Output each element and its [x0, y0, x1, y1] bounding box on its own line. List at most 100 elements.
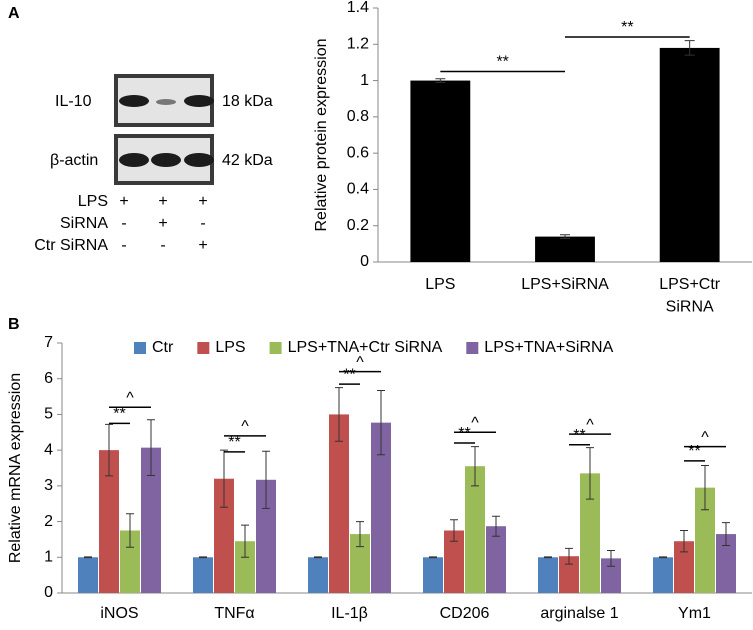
treatment-sign: + [119, 193, 128, 210]
x-tick-label: iNOS [100, 605, 138, 622]
significance-label: ** [343, 366, 355, 383]
bar [99, 450, 119, 593]
treatment-sign: + [158, 193, 167, 210]
bar [538, 557, 558, 593]
panel-label: A [8, 5, 20, 22]
treatment-label: Ctr SiRNA [34, 237, 108, 254]
legend-label: LPS+TNA+SiRNA [484, 339, 613, 356]
error-bar [147, 419, 155, 476]
error-bar [199, 556, 207, 559]
legend-swatch [197, 342, 210, 354]
treatment-sign: + [198, 193, 207, 210]
error-bar [544, 556, 552, 559]
error-bar [105, 423, 113, 477]
error-bar [607, 550, 615, 567]
legend-label: LPS+TNA+Ctr SiRNA [288, 339, 443, 356]
error-bar [701, 465, 709, 511]
y-tick-label: 1 [44, 549, 53, 566]
x-tick-label: LPS [425, 276, 455, 293]
y-tick-label: 7 [44, 334, 53, 351]
error-bar [560, 234, 570, 239]
y-tick-label: 0.8 [347, 108, 369, 125]
error-bar [241, 524, 249, 558]
error-bar [335, 387, 343, 442]
panel-label: B [8, 316, 20, 333]
y-tick-label: 6 [44, 370, 53, 387]
bar [716, 534, 736, 593]
bar [410, 80, 471, 262]
significance-label: ** [228, 434, 240, 451]
treatment-label: SiRNA [60, 215, 108, 232]
bar [256, 479, 276, 593]
significance-label: ** [458, 425, 470, 442]
bar [193, 557, 213, 593]
x-tick-label: TNFα [214, 605, 254, 622]
error-bar [356, 521, 364, 548]
bar [559, 556, 579, 593]
protein-label: IL-10 [55, 93, 92, 110]
bar [329, 414, 349, 593]
blot-band [184, 95, 214, 107]
significance-label: ** [573, 427, 585, 444]
bar [214, 478, 234, 593]
legend-label: LPS [215, 339, 245, 356]
error-bar [262, 450, 270, 509]
bar [444, 530, 464, 593]
bar [308, 557, 328, 593]
bar [601, 558, 621, 593]
y-tick-label: 2 [44, 513, 53, 530]
significance-label: ^ [471, 415, 479, 432]
bar [695, 487, 715, 593]
legend-swatch [134, 342, 146, 354]
error-bar [377, 390, 385, 456]
x-tick-label: arginalse 1 [540, 605, 618, 622]
blot-band [119, 95, 149, 107]
bar [653, 557, 673, 593]
significance-label: ** [688, 443, 700, 460]
legend-swatch [466, 342, 479, 354]
error-bar [84, 556, 92, 559]
y-axis-label: Relative mRNA expression [7, 373, 24, 563]
blot-band [119, 153, 149, 167]
protein-label: β-actin [50, 152, 98, 169]
error-bar [126, 513, 134, 548]
error-bar [680, 530, 688, 553]
treatment-sign: - [121, 237, 126, 254]
error-bar [220, 449, 228, 508]
bar [465, 466, 485, 593]
error-bar [471, 446, 479, 487]
y-tick-label: 1.2 [347, 36, 369, 53]
legend-swatch [269, 342, 282, 354]
bar [535, 236, 595, 262]
bar [371, 422, 391, 593]
y-tick-label: 1 [360, 72, 369, 89]
y-tick-label: 0.4 [347, 181, 369, 198]
bar [350, 534, 370, 593]
treatment-sign: - [200, 215, 205, 232]
x-tick-label: CD206 [440, 605, 490, 622]
bar [674, 541, 694, 593]
significance-label: ** [621, 19, 633, 36]
error-bar [684, 40, 695, 56]
bar [141, 447, 161, 593]
bar [580, 473, 600, 593]
treatment-sign: - [121, 215, 126, 232]
error-bar [722, 522, 730, 546]
error-bar [429, 556, 437, 559]
error-bar [314, 556, 322, 559]
blot-band [184, 153, 214, 167]
y-tick-label: 0 [360, 253, 369, 270]
error-bar [659, 556, 667, 559]
legend-label: Ctr [152, 339, 174, 356]
protein-size: 42 kDa [222, 152, 273, 169]
bar [486, 526, 506, 593]
blot-band [151, 153, 181, 167]
bar [659, 47, 720, 262]
bar [78, 557, 98, 593]
bar [235, 541, 255, 593]
error-bar [450, 519, 458, 542]
treatment-sign: - [160, 237, 165, 254]
bar [120, 530, 140, 593]
significance-label: ^ [356, 354, 364, 371]
error-bar [586, 447, 594, 500]
